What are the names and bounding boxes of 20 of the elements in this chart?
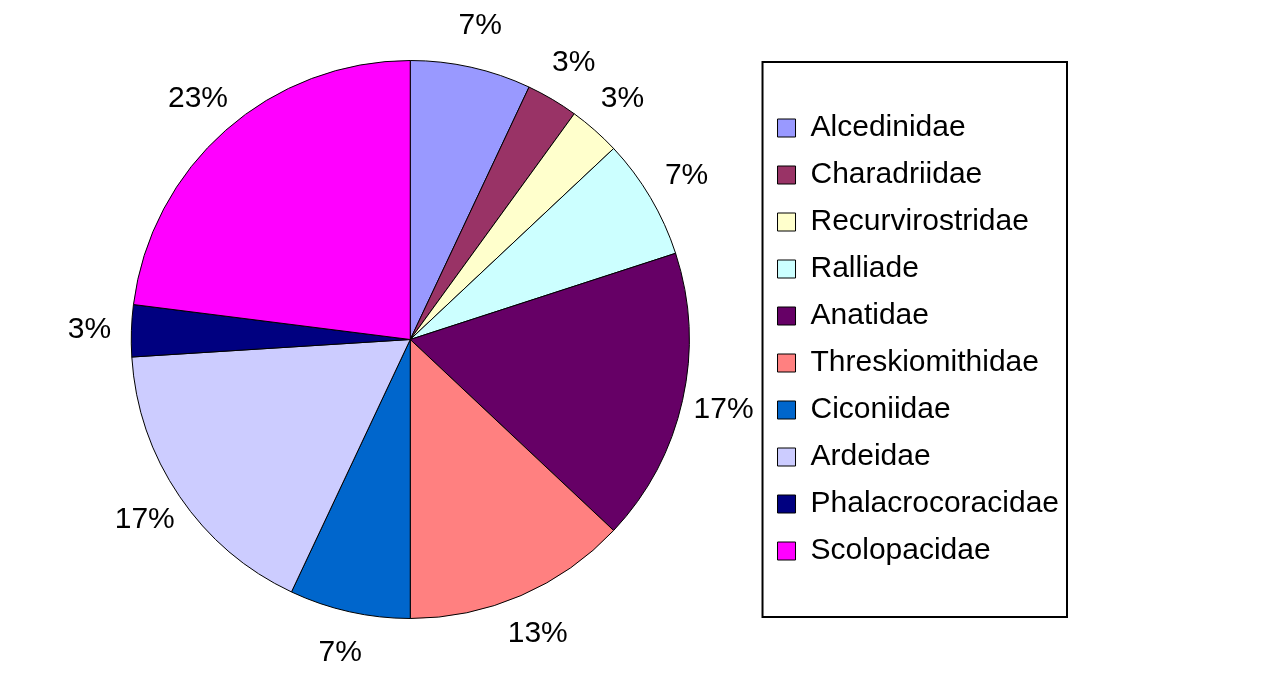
data-label: 23% bbox=[167, 79, 228, 113]
data-label: 7% bbox=[318, 634, 362, 668]
legend-label: Anatidae bbox=[810, 297, 929, 331]
legend-label: Ralliade bbox=[810, 250, 919, 284]
data-label: 7% bbox=[664, 157, 709, 191]
data-label: 17% bbox=[114, 501, 175, 535]
data-label: 13% bbox=[507, 615, 568, 649]
legend-label: Phalacrocoracidae bbox=[810, 485, 1059, 519]
legend-label: Threskiomithidae bbox=[810, 344, 1039, 378]
legend-label: Ciconiidae bbox=[810, 391, 951, 425]
legend-label: Alcedinidae bbox=[810, 109, 966, 143]
legend-label: Recurvirostridae bbox=[810, 203, 1029, 237]
data-label: 7% bbox=[458, 7, 502, 41]
legend-label: Scolopacidae bbox=[810, 532, 991, 566]
data-label: 17% bbox=[693, 390, 754, 424]
data-label: 3% bbox=[600, 79, 645, 113]
legend-label: Charadriidae bbox=[810, 156, 983, 190]
data-label: 3% bbox=[551, 44, 596, 78]
data-label: 3% bbox=[67, 310, 112, 344]
legend-label: Ardeidae bbox=[810, 438, 931, 472]
